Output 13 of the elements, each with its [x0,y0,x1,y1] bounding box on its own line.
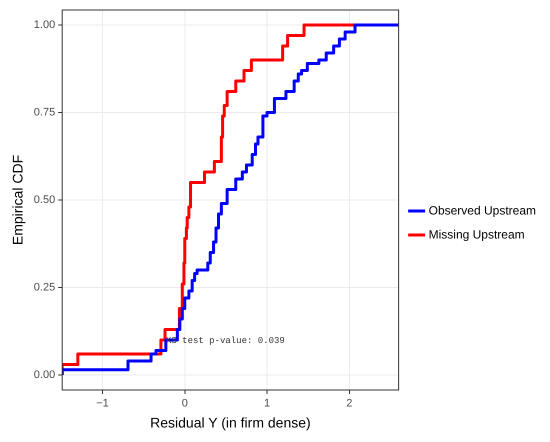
y-tick-label: 0.25 [34,282,56,294]
x-tick-label: −1 [96,398,109,410]
y-tick-label: 0.75 [34,106,56,119]
x-axis-title: Residual Y (in firm dense) [150,414,311,430]
y-tick-label: 1.00 [34,19,56,32]
x-tick-label: 2 [346,398,352,410]
x-tick-label: 0 [182,398,188,410]
legend-label: Observed Upstream [428,203,536,218]
y-axis-title: Empirical CDF [9,154,26,246]
y-tick-label: 0.50 [34,194,56,206]
legend-label: Missing Upstream [428,227,525,242]
y-tick-label: 0.00 [34,368,56,381]
x-tick-label: 1 [264,398,270,410]
